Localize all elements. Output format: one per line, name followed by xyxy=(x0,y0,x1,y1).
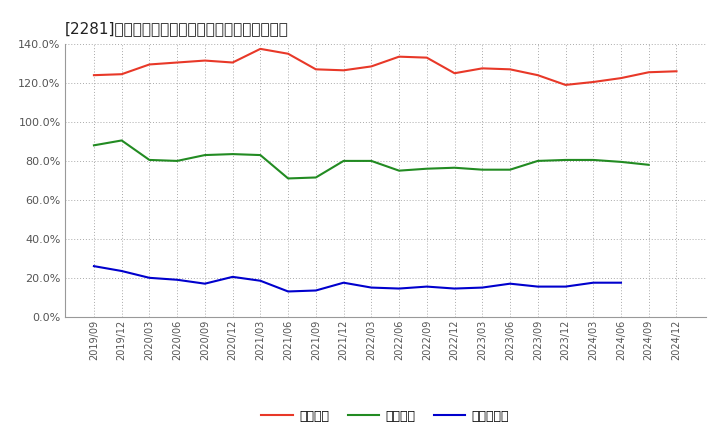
流動比率 xyxy=(367,64,376,69)
現預金比率 xyxy=(256,278,265,283)
現預金比率 xyxy=(616,280,625,285)
当座比率 xyxy=(478,167,487,172)
流動比率 xyxy=(395,54,403,59)
現預金比率 xyxy=(312,288,320,293)
当座比率 xyxy=(173,158,181,164)
当座比率 xyxy=(339,158,348,164)
流動比率 xyxy=(616,76,625,81)
当座比率 xyxy=(89,143,98,148)
当座比率 xyxy=(145,157,154,162)
流動比率 xyxy=(534,73,542,78)
現預金比率 xyxy=(228,274,237,279)
Line: 流動比率: 流動比率 xyxy=(94,49,677,85)
当座比率 xyxy=(201,152,210,158)
流動比率 xyxy=(505,67,514,72)
現預金比率 xyxy=(145,275,154,280)
流動比率 xyxy=(228,60,237,65)
当座比率 xyxy=(450,165,459,170)
当座比率 xyxy=(561,157,570,162)
現預金比率 xyxy=(423,284,431,289)
当座比率 xyxy=(589,157,598,162)
流動比率 xyxy=(256,46,265,51)
現預金比率 xyxy=(589,280,598,285)
現預金比率 xyxy=(450,286,459,291)
流動比率 xyxy=(312,67,320,72)
当座比率 xyxy=(616,159,625,165)
現預金比率 xyxy=(534,284,542,289)
流動比率 xyxy=(201,58,210,63)
当座比率 xyxy=(228,151,237,157)
当座比率 xyxy=(284,176,292,181)
現預金比率 xyxy=(339,280,348,285)
現預金比率 xyxy=(201,281,210,286)
流動比率 xyxy=(339,68,348,73)
当座比率 xyxy=(534,158,542,164)
現預金比率 xyxy=(117,268,126,274)
現預金比率 xyxy=(561,284,570,289)
当座比率 xyxy=(505,167,514,172)
Text: [2281]　流動比率、当座比率、現預金比率の推移: [2281] 流動比率、当座比率、現預金比率の推移 xyxy=(65,21,289,36)
当座比率 xyxy=(644,162,653,168)
当座比率 xyxy=(256,152,265,158)
流動比率 xyxy=(89,73,98,78)
Line: 当座比率: 当座比率 xyxy=(94,140,649,179)
流動比率 xyxy=(478,66,487,71)
現預金比率 xyxy=(367,285,376,290)
当座比率 xyxy=(395,168,403,173)
当座比率 xyxy=(312,175,320,180)
流動比率 xyxy=(450,70,459,76)
流動比率 xyxy=(423,55,431,60)
流動比率 xyxy=(644,70,653,75)
流動比率 xyxy=(117,72,126,77)
当座比率 xyxy=(423,166,431,171)
流動比率 xyxy=(145,62,154,67)
当座比率 xyxy=(117,138,126,143)
流動比率 xyxy=(561,82,570,88)
流動比率 xyxy=(672,69,681,74)
現預金比率 xyxy=(284,289,292,294)
流動比率 xyxy=(173,60,181,65)
Line: 現預金比率: 現預金比率 xyxy=(94,266,621,291)
流動比率 xyxy=(284,51,292,56)
現預金比率 xyxy=(395,286,403,291)
現預金比率 xyxy=(89,264,98,269)
現預金比率 xyxy=(505,281,514,286)
現預金比率 xyxy=(173,277,181,282)
流動比率 xyxy=(589,79,598,84)
Legend: 流動比率, 当座比率, 現預金比率: 流動比率, 当座比率, 現預金比率 xyxy=(256,405,514,428)
現預金比率 xyxy=(478,285,487,290)
当座比率 xyxy=(367,158,376,164)
